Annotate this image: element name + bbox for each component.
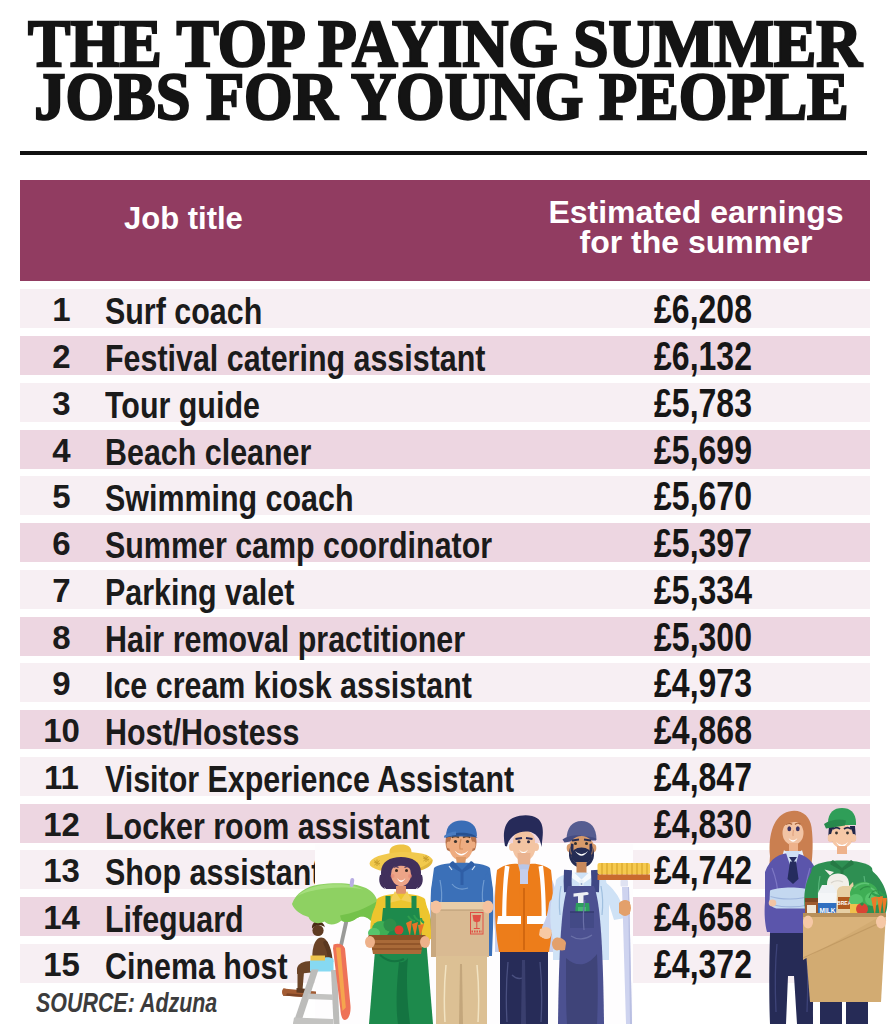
svg-text:MILK: MILK — [820, 907, 836, 914]
